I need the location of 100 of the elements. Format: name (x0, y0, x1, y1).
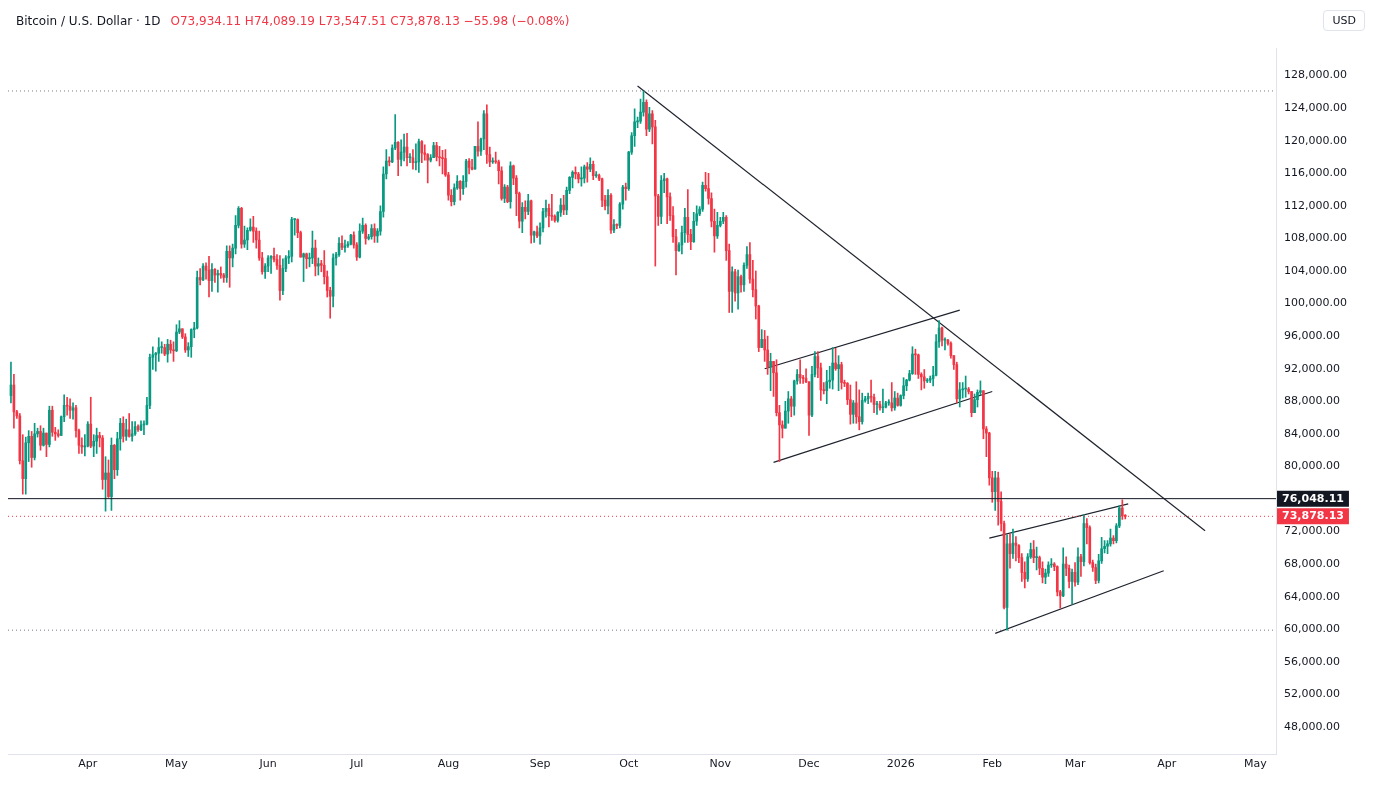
candlestick (110, 437, 113, 511)
y-axis-title: USD (1323, 10, 1365, 31)
x-tick-label: Mar (1064, 757, 1086, 771)
candlestick (973, 393, 976, 414)
candlestick (113, 444, 116, 479)
x-tick-label: Aug (437, 757, 460, 771)
candlestick (509, 161, 512, 209)
candlestick (503, 184, 506, 203)
candlestick (574, 166, 577, 180)
candlestick (343, 239, 347, 253)
candlestick (624, 182, 628, 201)
candlestick (840, 361, 843, 390)
candlestick (701, 181, 704, 212)
candlestick (163, 343, 166, 357)
candlestick (562, 194, 566, 216)
x-tick-label: Jul (349, 757, 364, 771)
y-tick-label: 80,000.00 (1284, 459, 1340, 473)
candlestick (56, 429, 60, 438)
candlestick (441, 150, 444, 175)
candlestick (45, 432, 48, 458)
candlestick (373, 223, 376, 243)
candlestick (71, 402, 75, 420)
x-tick-label: 2026 (886, 757, 915, 771)
y-tick-label: 112,000.00 (1284, 198, 1347, 212)
candlestick (831, 347, 834, 390)
y-tick-label: 104,000.00 (1284, 263, 1347, 277)
candlestick (594, 171, 598, 178)
candlestick (311, 230, 314, 264)
candlestick (1032, 540, 1035, 563)
candlestick (95, 427, 98, 454)
y-tick-label: 96,000.00 (1284, 328, 1340, 342)
x-tick-label: Nov (709, 757, 732, 771)
candlestick (228, 245, 232, 288)
y-tick-label: 64,000.00 (1284, 589, 1340, 603)
candlestick (33, 422, 36, 461)
candlestick (317, 257, 320, 276)
x-tick-label: Apr (78, 757, 98, 771)
candlestick (583, 164, 586, 184)
candlestick (435, 141, 438, 162)
candlestick (51, 405, 54, 437)
y-tick-label: 56,000.00 (1284, 654, 1340, 668)
candlestick (586, 162, 589, 183)
candlestick (506, 185, 509, 203)
candlestick (896, 392, 900, 407)
x-tick-label: Sep (529, 757, 551, 771)
chart-subtitle: O73,934.11 H74,089.19 L73,547.51 C73,878.13 −55.98 (−0.08%) (170, 14, 570, 28)
candlestick (219, 266, 223, 279)
candlestick (48, 405, 51, 448)
x-tick-label: Apr (1157, 757, 1177, 771)
candlestick (302, 252, 305, 282)
x-tick-label: Oct (619, 757, 639, 771)
candlestick (491, 157, 495, 164)
x-tick-label: Jun (258, 757, 277, 771)
candlestick (305, 252, 308, 269)
ref-line-label: 73,878.13 (1282, 509, 1344, 523)
candlestick (39, 425, 42, 451)
candlestick (364, 223, 367, 245)
candlestick (408, 153, 412, 163)
x-tick-label: May (165, 757, 189, 771)
ref-line-label: 76,048.11 (1282, 491, 1344, 505)
candlestick (716, 211, 719, 239)
candlestick (645, 99, 648, 137)
candlestick (834, 348, 837, 371)
candlestick (166, 339, 169, 363)
candlestick (849, 384, 852, 425)
candlestick (104, 456, 107, 512)
y-tick-label: 116,000.00 (1284, 166, 1347, 180)
y-tick-label: 68,000.00 (1284, 557, 1340, 571)
y-tick-label: 124,000.00 (1284, 100, 1347, 114)
candlestick (30, 431, 33, 468)
candlestick (648, 106, 651, 133)
candlestick (1112, 535, 1115, 545)
y-tick-label: 100,000.00 (1284, 296, 1347, 310)
x-tick-label: Feb (982, 757, 1003, 771)
x-tick-label: Dec (798, 757, 820, 771)
candlestick (970, 391, 973, 418)
y-tick-label: 128,000.00 (1284, 68, 1347, 82)
candlestick (175, 324, 178, 352)
candlestick (852, 400, 855, 424)
candlestick (65, 396, 69, 416)
candlestick (1035, 546, 1038, 571)
candlestick (243, 225, 246, 248)
chart-title: Bitcoin / U.S. Dollar · 1D (16, 14, 161, 28)
candlestick (246, 227, 249, 251)
candlestick (769, 352, 772, 392)
candlestick (837, 355, 840, 392)
candlestick (370, 224, 373, 240)
candlestick (107, 459, 110, 498)
y-tick-label: 108,000.00 (1284, 231, 1347, 245)
candlestick (432, 141, 435, 159)
y-tick-label: 52,000.00 (1284, 687, 1340, 701)
candlestick (172, 341, 175, 362)
x-tick-label: May (1243, 757, 1268, 771)
candlestick (314, 239, 317, 277)
y-tick-label: 88,000.00 (1284, 394, 1340, 408)
y-tick-label: 84,000.00 (1284, 426, 1340, 440)
candlestick (240, 207, 243, 249)
candlestick (42, 427, 45, 447)
y-tick-label: 60,000.00 (1284, 622, 1340, 636)
y-tick-label: 92,000.00 (1284, 361, 1340, 375)
